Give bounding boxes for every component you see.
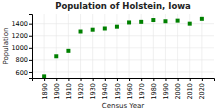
x-label: Census Year <box>102 102 145 110</box>
y-tick-mark <box>29 72 32 73</box>
x-axis-line <box>33 79 215 82</box>
x-tick-label: 1980 <box>150 83 158 100</box>
x-tick-label: 1930 <box>89 83 97 100</box>
point <box>127 20 131 24</box>
x-tick: 1980 <box>150 78 158 100</box>
point <box>91 28 95 32</box>
point <box>115 25 119 29</box>
y-tick-label: 800 <box>16 56 28 64</box>
point <box>188 22 192 26</box>
x-tick-mark <box>202 78 203 81</box>
x-tick-mark <box>56 78 57 81</box>
point <box>66 49 70 53</box>
x-tick: 1910 <box>65 78 73 100</box>
x-tick-label: 1910 <box>65 83 73 100</box>
point <box>103 26 107 30</box>
x-tick: 1930 <box>89 78 97 100</box>
point <box>200 17 204 21</box>
y-tick-label: 600 <box>16 69 28 77</box>
x-tick: 1900 <box>53 78 61 100</box>
x-tick: 2020 <box>198 78 206 100</box>
chart: 1890 1900 1910 1920 1930 1940 1950 1960 1970 1980… <box>0 0 220 110</box>
x-tick-mark <box>190 78 191 81</box>
grid <box>32 14 214 78</box>
plot-area: 1890 1900 1910 1920 1930 1940 1950 1960 1970 1980… <box>11 14 214 100</box>
y-tick: 1000 <box>11 44 32 52</box>
y-tick: 600 <box>16 69 32 77</box>
point <box>176 19 180 23</box>
x-tick-mark <box>105 78 106 81</box>
x-tick-label: 1900 <box>53 83 61 100</box>
x-tick-mark <box>117 78 118 81</box>
x-tick: 2000 <box>174 78 182 100</box>
point <box>139 20 143 24</box>
y-axis-line <box>29 15 33 79</box>
y-tick-mark <box>29 24 32 25</box>
grid-line-y <box>32 71 214 72</box>
y-tick-mark <box>29 48 32 49</box>
x-axis: 1890 1900 1910 1920 1930 1940 1950 1960 1970 1980… <box>33 78 215 100</box>
x-tick-mark <box>165 78 166 81</box>
x-tick-label: 1940 <box>101 83 109 100</box>
grid-line-y <box>32 23 214 24</box>
point <box>79 30 83 34</box>
x-tick-mark <box>178 78 179 81</box>
x-tick: 1890 <box>41 78 49 100</box>
x-tick-label: 2020 <box>198 83 206 100</box>
x-tick-label: 1920 <box>77 83 85 100</box>
y-tick-label: 1400 <box>11 20 28 28</box>
point <box>54 54 58 58</box>
x-tick-mark <box>93 78 94 81</box>
y-tick: 800 <box>16 56 32 64</box>
x-tick: 2010 <box>186 78 194 100</box>
point <box>163 19 167 23</box>
x-tick: 1920 <box>77 78 85 100</box>
point <box>42 74 46 78</box>
y-tick: 1200 <box>11 32 32 40</box>
x-tick: 1950 <box>114 78 122 100</box>
x-tick-mark <box>141 78 142 81</box>
y-tick: 1400 <box>11 20 32 28</box>
x-tick-label: 2000 <box>174 83 182 100</box>
x-tick: 1960 <box>126 78 134 100</box>
x-tick-label: 1970 <box>138 83 146 100</box>
x-tick: 1940 <box>101 78 109 100</box>
x-tick-mark <box>81 78 82 81</box>
x-tick-label: 1990 <box>162 83 170 100</box>
x-tick-label: 1960 <box>126 83 134 100</box>
x-tick-mark <box>68 78 69 81</box>
points <box>42 17 204 78</box>
y-label: Population <box>2 28 10 65</box>
x-tick: 1990 <box>162 78 170 100</box>
y-tick-label: 1000 <box>11 44 28 52</box>
y-axis: 600 800 1000 1200 1400 <box>11 15 32 79</box>
grid-line-y <box>32 59 214 60</box>
x-tick-mark <box>129 78 130 81</box>
grid-line-y <box>32 47 214 48</box>
x-tick-label: 1950 <box>114 83 122 100</box>
x-tick: 1970 <box>138 78 146 100</box>
y-tick-label: 1200 <box>11 32 28 40</box>
y-tick-mark <box>29 36 32 37</box>
title: Population of Holstein, Iowa <box>55 1 191 11</box>
grid-line-y <box>32 35 214 36</box>
x-tick-mark <box>153 78 154 81</box>
y-tick-mark <box>29 60 32 61</box>
x-tick-mark <box>44 78 45 81</box>
point <box>151 18 155 22</box>
x-tick-label: 2010 <box>186 83 194 100</box>
x-tick-label: 1890 <box>41 83 49 100</box>
